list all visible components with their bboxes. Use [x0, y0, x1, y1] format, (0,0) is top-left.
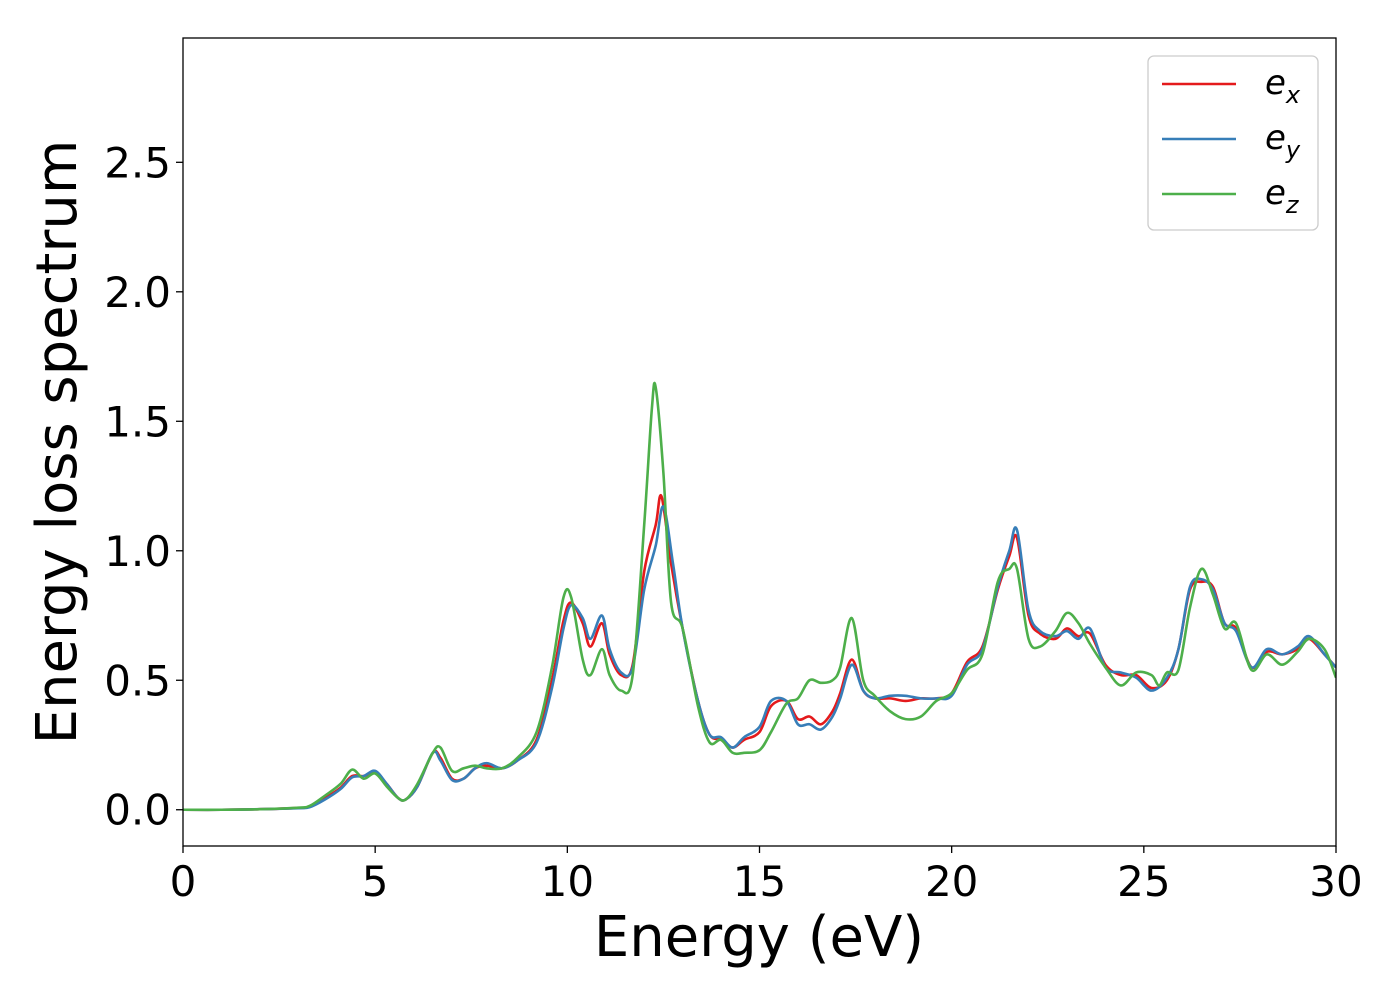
x-axis-title: Energy (eV): [594, 905, 924, 970]
x-tick-label: 25: [1117, 857, 1170, 906]
x-axis: 0 5 10 15 20 25 30: [170, 846, 1363, 906]
x-tick-label: 20: [925, 857, 978, 906]
x-tick-label: 15: [733, 857, 786, 906]
y-axis: 0.0 0.5 1.0 1.5 2.0 2.5: [104, 138, 183, 835]
y-tick-label: 0.0: [104, 786, 171, 835]
y-tick-label: 2.5: [104, 138, 171, 187]
legend-frame: [1147, 55, 1319, 231]
legend-label-e-x: ex: [1265, 63, 1301, 109]
legend-label-e-y: ey: [1265, 118, 1301, 164]
series-layer: [183, 381, 1336, 812]
x-tick-label: 10: [541, 857, 594, 906]
y-tick-label: 2.0: [104, 268, 171, 317]
series-line-e-z: [183, 381, 1336, 812]
y-tick-label: 1.0: [104, 527, 171, 576]
series-line-e-y: [183, 505, 1336, 812]
x-tick-label: 0: [170, 857, 197, 906]
x-tick-label: 5: [362, 857, 389, 906]
legend: ex ey ez: [1147, 55, 1319, 231]
y-tick-label: 0.5: [104, 656, 171, 705]
y-axis-title: Energy loss spectrum: [25, 140, 90, 745]
legend-label-e-z: ez: [1265, 173, 1300, 219]
y-tick-label: 1.5: [104, 397, 171, 446]
x-tick-label: 30: [1309, 857, 1362, 906]
